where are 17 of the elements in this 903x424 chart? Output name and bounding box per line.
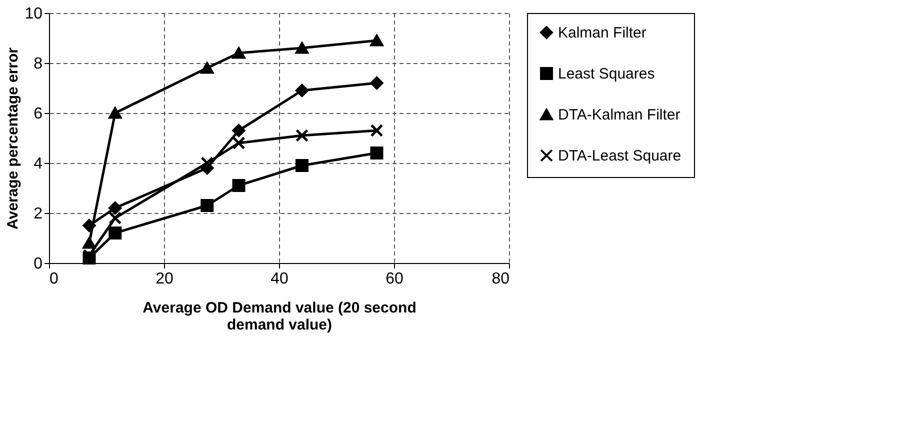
legend-label: DTA-Least Square <box>558 148 682 164</box>
x-axis-title: Average OD Demand value (20 second demand value) <box>142 300 416 334</box>
y-tick-label: 0 <box>34 256 43 272</box>
x-tick-label: 0 <box>50 270 58 288</box>
x-tick-label: 80 <box>492 270 510 288</box>
x-tick-label: 20 <box>156 270 174 288</box>
y-tick-label: 8 <box>34 56 43 72</box>
y-tick-label: 4 <box>34 156 43 172</box>
legend-label: Least Squares <box>558 66 655 82</box>
y-tick-label: 2 <box>34 206 43 222</box>
y-tick-label: 6 <box>34 106 43 122</box>
x-tick-label: 60 <box>386 270 404 288</box>
y-axis-title: Average percentage error <box>4 47 22 230</box>
legend-label: DTA-Kalman Filter <box>558 106 680 124</box>
x-tick-label: 40 <box>270 270 288 288</box>
legend-label: Kalman Filter <box>558 24 646 42</box>
y-tick-label: 10 <box>24 6 43 22</box>
